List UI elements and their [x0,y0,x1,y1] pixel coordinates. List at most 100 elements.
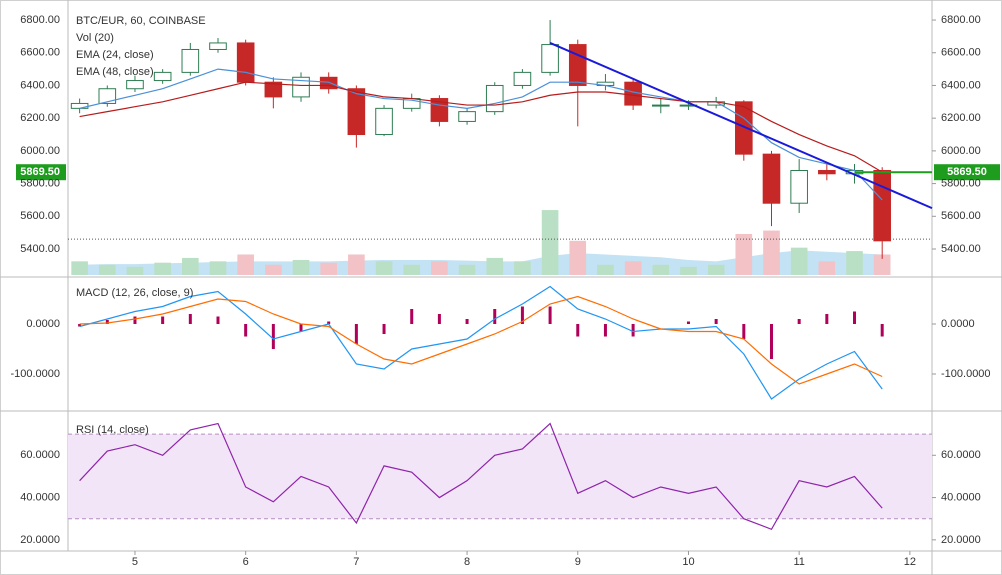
histogram-bar [742,324,746,339]
y-tick-label: 5800.00 [20,177,60,189]
x-tick-label: 10 [682,556,694,568]
y-tick-label: 6400.00 [20,79,60,91]
volume-bar [292,259,310,275]
candle-body [485,84,504,113]
y-tick-label: 5400.00 [941,243,981,255]
y-tick-label: 40.0000 [941,491,981,503]
volume-bar [735,233,753,275]
histogram-bar [631,324,635,337]
histogram-bar [188,314,192,324]
histogram-bar [216,316,220,324]
volume-bar [458,264,476,275]
histogram-bar [161,316,165,324]
x-tick-label: 12 [904,556,916,568]
candle-body [568,44,587,86]
histogram-bar [853,311,857,324]
volume-bar [652,264,670,275]
volume-bar [182,257,199,275]
price-tag [16,164,66,181]
histogram-bar [769,324,773,359]
volume-bar [98,264,116,275]
y-tick-label: 6600.00 [20,47,60,59]
candle-body [818,169,836,175]
candle-body [126,80,144,90]
histogram-bar [825,314,829,324]
histogram-bar [797,319,801,324]
histogram-bar [410,309,414,324]
x-tick-label: 7 [353,556,359,568]
volume-bar [680,266,697,275]
histogram-bar [714,319,718,324]
volume-bar [486,257,504,275]
candle-body [264,81,283,98]
y-tick-label: 6600.00 [941,47,981,59]
y-tick-label: -100.0000 [10,368,60,380]
histogram-bar [520,306,524,324]
candle-body [541,44,559,73]
legend-entry: EMA (48, close) [76,66,154,78]
histogram-bar [244,324,248,337]
y-tick-label: 5400.00 [20,243,60,255]
candle-body [70,102,89,109]
candle-body [236,42,255,83]
histogram-bar [382,324,386,334]
candle-body [873,169,891,242]
candle-body [790,169,808,204]
volume-bar [126,266,144,275]
y-tick-label: 40.0000 [20,491,60,503]
volume-bar [403,264,421,275]
chart-title: BTC/EUR, 60, COINBASE [76,15,206,27]
legend-entry: Vol (20) [76,32,114,44]
volume-bar [541,210,559,275]
y-tick-label: 6800.00 [20,14,60,26]
ema-line [79,81,883,173]
candle-body [375,107,393,136]
y-tick-label: 6000.00 [20,145,60,157]
volume-bar [846,251,863,275]
histogram-bar [548,306,552,324]
candle-body [735,101,753,155]
y-tick-label: 6800.00 [941,14,981,26]
candle-body [292,76,310,98]
x-tick-label: 5 [132,556,138,568]
volume-bar [348,254,365,275]
histogram-bar [299,324,303,332]
x-tick-label: 8 [464,556,470,568]
candle-body [181,48,200,73]
volume-bar [237,254,254,275]
volume-bar [873,254,891,275]
histogram-bar [105,320,109,324]
y-tick-label: 6200.00 [941,112,981,124]
x-tick-label: 11 [793,556,804,568]
candle-body [319,76,338,90]
x-tick-label: 6 [243,556,249,568]
histogram-bar [78,324,82,327]
histogram-bar [437,314,441,324]
volume-bar [431,261,448,275]
candle-body [98,88,117,104]
panel-title: RSI (14, close) [76,424,149,436]
y-tick-label: 6200.00 [20,112,60,124]
histogram-bar [271,324,275,349]
band [68,434,932,519]
rsi-line [79,422,883,531]
price-tag-label: 5869.50 [20,166,60,178]
histogram-bar [133,316,137,324]
volume-bar [818,261,836,275]
panel-title: MACD (12, 26, close, 9) [76,287,193,299]
histogram-bar [880,324,884,337]
price-tag-label: 5869.50 [947,166,987,178]
candle-body [651,104,670,107]
y-tick-label: 60.0000 [20,449,60,461]
volume-bar [707,264,725,275]
histogram-bar [493,309,497,324]
candle-body [762,153,781,204]
y-tick-label: 5800.00 [941,177,981,189]
volume-bar [624,261,642,275]
y-tick-label: 5600.00 [941,210,981,222]
volume-bar [154,262,171,275]
histogram-bar [465,319,469,324]
y-tick-label: 0.0000 [941,318,975,330]
histogram-bar [686,321,690,324]
volume-bar [265,264,282,275]
